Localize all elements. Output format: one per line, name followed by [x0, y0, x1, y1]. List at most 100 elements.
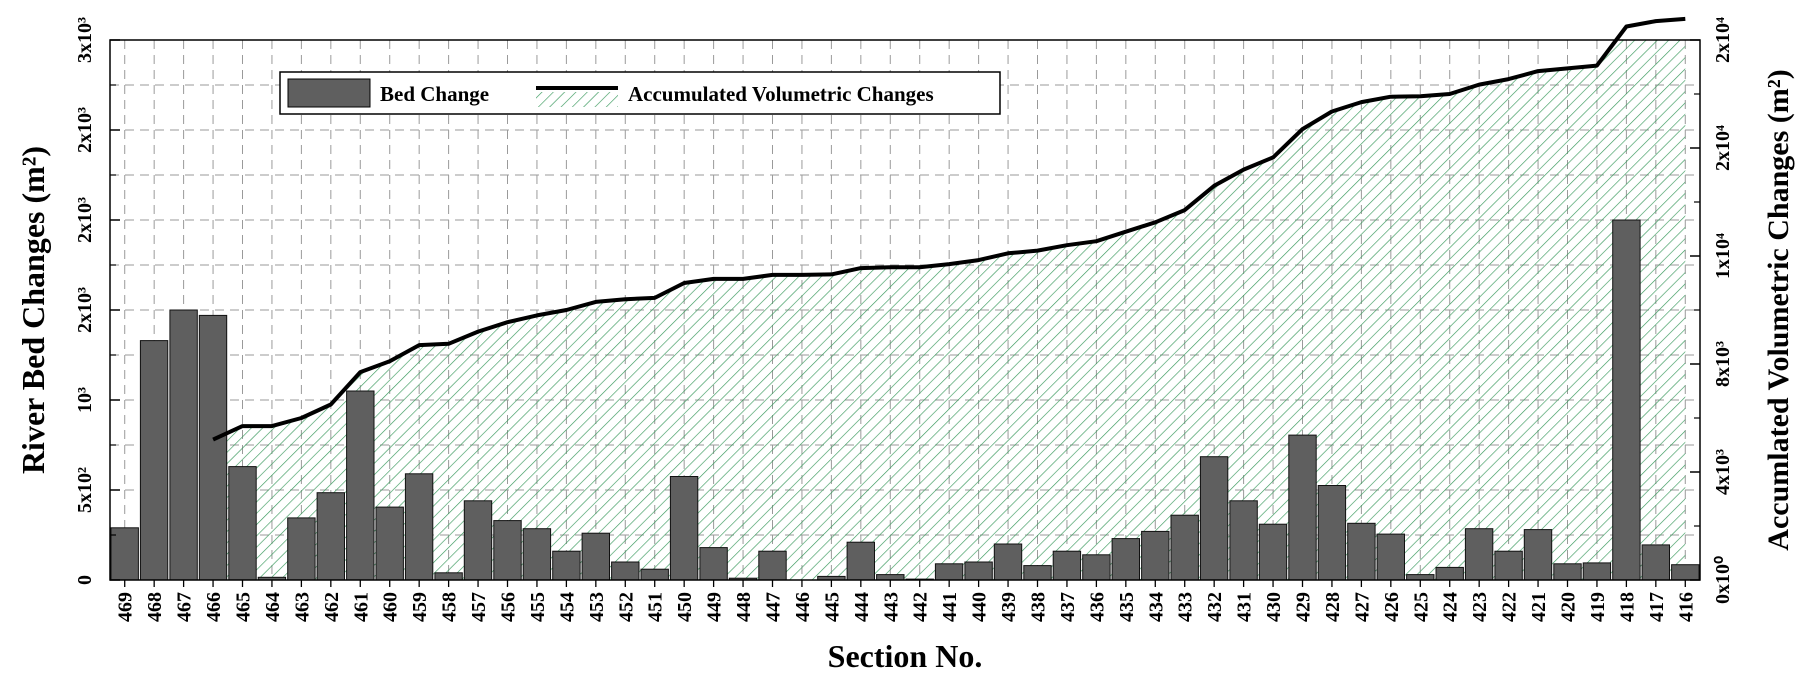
bar-section-433	[1170, 514, 1199, 581]
legend-box	[279, 71, 1001, 115]
left-tick-label: 0	[74, 575, 96, 585]
bar-section-454	[552, 550, 581, 581]
x-tick-label-422: 422	[1499, 592, 1521, 622]
x-tick-label-448: 448	[733, 592, 755, 622]
x-tick-label-466: 466	[203, 592, 225, 622]
x-tick-label-417: 417	[1646, 592, 1668, 622]
bar-section-428	[1317, 485, 1347, 581]
x-tick-label-431: 431	[1234, 592, 1256, 622]
bed-change-bars	[110, 219, 1700, 581]
bar-section-469	[110, 527, 139, 581]
left-tick-label: 5x10²	[74, 467, 96, 513]
x-tick-label-437: 437	[1057, 592, 1079, 622]
accumulated-volume-area	[213, 40, 1686, 580]
accumulated-volume-line	[212, 16, 1686, 442]
bar-section-434	[1141, 530, 1170, 581]
x-tick-label-463: 463	[291, 592, 313, 622]
legend-hatch-swatch	[536, 92, 618, 107]
x-tick-label-456: 456	[498, 592, 520, 622]
x-tick-label-451: 451	[645, 592, 667, 622]
bar-section-424	[1435, 566, 1464, 581]
x-tick-label-423: 423	[1469, 592, 1491, 622]
legend: Bed Change Accumulated Volumetric Change…	[279, 71, 1001, 115]
x-tick-label-443: 443	[880, 592, 902, 622]
bar-section-465	[228, 466, 257, 581]
x-tick-label-455: 455	[527, 592, 549, 622]
bar-section-459	[404, 473, 434, 581]
right-tick-label: 8x10³	[1712, 341, 1734, 387]
x-tick-label-438: 438	[1028, 592, 1050, 622]
bar-section-425	[1406, 574, 1435, 581]
x-tick-label-441: 441	[939, 592, 961, 622]
x-tick-label-424: 424	[1440, 592, 1462, 622]
bar-section-451	[640, 568, 669, 581]
bar-section-427	[1347, 522, 1376, 581]
x-tick-label-434: 434	[1145, 592, 1167, 622]
legend-bar-swatch	[287, 78, 371, 108]
left-axis: 0 5x10² 10³ 2x10³ 2x10³ 2x10³ 3x10³	[74, 17, 120, 585]
right-tick-label: 1x10⁴	[1712, 233, 1734, 279]
x-tick-label-447: 447	[763, 592, 785, 622]
x-tick-label-465: 465	[233, 592, 255, 622]
bar-section-457	[463, 500, 493, 581]
bar-section-466	[198, 314, 228, 581]
x-axis: 469 468 467 466 465 464 463 462 461 460 459 458 457 4…	[115, 580, 1697, 622]
bar-section-429	[1288, 434, 1317, 581]
right-axis: 0x10⁰ 4x10³ 8x10³ 1x10⁴ 2x10⁴ 2x10⁴	[1690, 17, 1734, 604]
right-tick-label: 2x10⁴	[1712, 125, 1734, 171]
x-tick-label-453: 453	[586, 592, 608, 622]
right-tick-label: 2x10⁴	[1712, 17, 1734, 63]
x-tick-label-421: 421	[1528, 592, 1550, 622]
left-tick-label: 10³	[74, 387, 96, 413]
x-tick-label-458: 458	[439, 592, 461, 622]
bar-section-455	[522, 528, 552, 581]
x-tick-label-432: 432	[1204, 592, 1226, 622]
bar-section-438	[1023, 565, 1052, 581]
x-tick-label-429: 429	[1293, 592, 1315, 622]
x-tick-label-433: 433	[1175, 592, 1197, 622]
bar-section-453	[581, 532, 610, 581]
bar-section-452	[611, 561, 640, 581]
bar-section-439	[993, 543, 1023, 581]
left-tick-label: 2x10³	[74, 107, 96, 153]
bar-section-437	[1052, 550, 1082, 581]
x-tick-label-467: 467	[174, 592, 196, 622]
bar-section-458	[434, 572, 463, 581]
left-tick-label: 3x10³	[74, 17, 96, 63]
bar-section-462	[316, 492, 346, 581]
x-tick-label-428: 428	[1322, 592, 1344, 622]
x-tick-label-468: 468	[144, 592, 166, 622]
x-tick-label-459: 459	[409, 592, 431, 622]
bar-section-443	[876, 574, 905, 581]
x-tick-label-449: 449	[704, 592, 726, 622]
x-tick-label-457: 457	[468, 592, 490, 622]
right-tick-label: 4x10³	[1712, 449, 1734, 495]
legend-label-bed-change: Bed Change	[380, 82, 489, 106]
x-tick-label-464: 464	[262, 592, 284, 622]
bar-section-419	[1582, 562, 1612, 581]
x-tick-label-446: 446	[792, 592, 814, 622]
bar-section-422	[1494, 550, 1523, 581]
x-axis-title: Section No.	[828, 638, 983, 674]
bar-section-436	[1082, 554, 1111, 581]
bar-section-460	[375, 506, 404, 581]
bar-section-432	[1199, 456, 1229, 581]
left-tick-label: 2x10³	[74, 197, 96, 243]
x-tick-label-420: 420	[1558, 592, 1580, 622]
left-tick-label: 2x10³	[74, 287, 96, 333]
x-tick-label-454: 454	[556, 592, 578, 622]
x-tick-label-469: 469	[115, 592, 137, 622]
bar-section-431	[1229, 500, 1258, 581]
bar-section-435	[1111, 538, 1140, 581]
bar-section-449	[699, 547, 728, 581]
x-tick-label-416: 416	[1675, 592, 1697, 622]
x-tick-label-452: 452	[615, 592, 637, 622]
x-tick-label-425: 425	[1410, 592, 1432, 622]
bar-section-461	[346, 390, 375, 581]
bar-section-456	[493, 520, 522, 581]
bar-section-420	[1553, 563, 1582, 581]
bar-section-416	[1671, 564, 1700, 581]
x-tick-label-439: 439	[998, 592, 1020, 622]
bar-section-423	[1464, 528, 1494, 581]
